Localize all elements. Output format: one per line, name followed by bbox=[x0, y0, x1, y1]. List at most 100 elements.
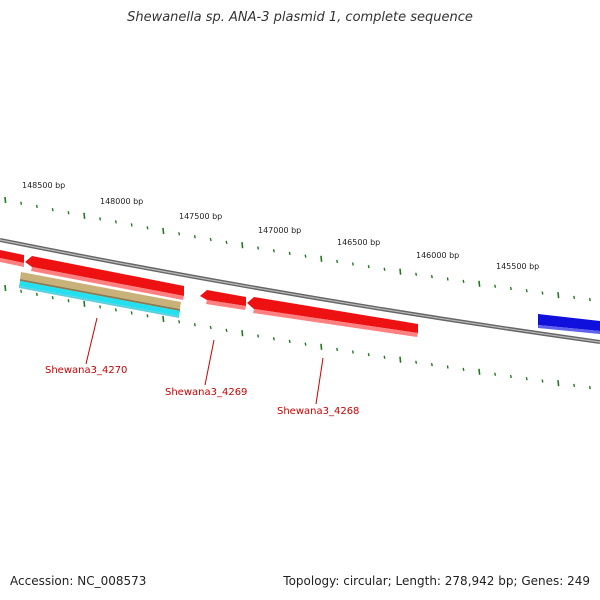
bp-label-148000: 148000 bp bbox=[100, 197, 143, 206]
minor-tick bbox=[541, 379, 544, 383]
minor-tick bbox=[336, 259, 339, 264]
minor-tick bbox=[272, 337, 275, 341]
leader-line-4268 bbox=[315, 357, 324, 405]
minor-tick bbox=[383, 267, 386, 271]
minor-tick bbox=[446, 365, 449, 369]
minor-tick bbox=[146, 226, 149, 230]
major-tick bbox=[399, 356, 402, 363]
bp-label-146000: 146000 bp bbox=[416, 251, 459, 260]
minor-tick bbox=[225, 328, 228, 333]
minor-tick bbox=[225, 240, 228, 245]
inner-tick-row bbox=[4, 284, 591, 390]
minor-tick bbox=[272, 249, 275, 253]
minor-tick bbox=[462, 279, 465, 284]
gene-label-shewana3-4268[interactable]: Shewana3_4268 bbox=[277, 406, 359, 417]
minor-tick bbox=[67, 211, 70, 215]
minor-tick bbox=[146, 314, 149, 318]
minor-tick bbox=[509, 286, 512, 291]
minor-tick bbox=[130, 223, 133, 227]
gene-small-red-arrow[interactable] bbox=[200, 290, 246, 310]
minor-tick bbox=[415, 272, 418, 276]
minor-tick bbox=[257, 246, 260, 250]
minor-tick bbox=[351, 262, 354, 266]
minor-tick bbox=[494, 284, 497, 288]
minor-tick bbox=[20, 201, 23, 205]
major-tick bbox=[162, 227, 165, 234]
minor-tick bbox=[114, 220, 117, 224]
topology-summary: Topology: circular; Length: 278,942 bp; … bbox=[283, 574, 590, 588]
minor-tick bbox=[383, 355, 386, 359]
minor-tick bbox=[130, 311, 133, 315]
minor-tick bbox=[430, 362, 433, 367]
minor-tick bbox=[415, 360, 418, 364]
bp-label-147000: 147000 bp bbox=[258, 226, 301, 235]
major-tick bbox=[83, 300, 86, 307]
minor-tick bbox=[588, 385, 591, 390]
minor-tick bbox=[178, 320, 181, 324]
minor-tick bbox=[35, 204, 38, 209]
minor-tick bbox=[588, 297, 591, 302]
minor-tick bbox=[288, 339, 291, 344]
accession-text: Accession: NC_008573 bbox=[10, 574, 147, 588]
minor-tick bbox=[430, 274, 433, 279]
major-tick bbox=[241, 242, 244, 249]
major-tick bbox=[557, 292, 560, 299]
map-title: Shewanella sp. ANA-3 plasmid 1, complete… bbox=[127, 10, 473, 25]
minor-tick bbox=[209, 325, 212, 330]
minor-tick bbox=[304, 254, 307, 258]
gene-label-shewana3-4269[interactable]: Shewana3_4269 bbox=[165, 387, 247, 398]
minor-tick bbox=[367, 264, 370, 269]
gene-cyan-bar[interactable] bbox=[19, 281, 180, 318]
minor-tick bbox=[257, 334, 260, 338]
leader-line-4269 bbox=[204, 339, 215, 386]
major-tick bbox=[478, 280, 481, 287]
gene-red-shewana3-4268[interactable] bbox=[247, 297, 418, 337]
minor-tick bbox=[367, 352, 370, 357]
minor-tick bbox=[20, 289, 23, 293]
major-tick bbox=[320, 255, 323, 262]
minor-tick bbox=[336, 347, 339, 352]
minor-tick bbox=[304, 342, 307, 346]
minor-tick bbox=[462, 367, 465, 372]
major-tick bbox=[83, 212, 86, 219]
bp-label-147500: 147500 bp bbox=[179, 212, 222, 221]
bp-label-146500: 146500 bp bbox=[337, 238, 380, 247]
major-tick bbox=[4, 284, 7, 292]
minor-tick bbox=[209, 237, 212, 242]
major-tick bbox=[162, 315, 165, 322]
minor-tick bbox=[193, 235, 196, 239]
leader-line-4270 bbox=[85, 317, 98, 365]
major-tick bbox=[557, 380, 560, 387]
minor-tick bbox=[541, 291, 544, 295]
outer-tick-row bbox=[4, 196, 591, 302]
bp-label-148500: 148500 bp bbox=[22, 181, 65, 190]
minor-tick bbox=[446, 277, 449, 281]
minor-tick bbox=[494, 372, 497, 376]
minor-tick bbox=[525, 289, 528, 293]
minor-tick bbox=[525, 377, 528, 381]
gene-left-edge[interactable] bbox=[0, 250, 24, 267]
minor-tick bbox=[51, 295, 54, 300]
backbone-inner bbox=[0, 239, 600, 343]
major-tick bbox=[4, 196, 7, 204]
bp-label-145500: 145500 bp bbox=[496, 262, 539, 271]
minor-tick bbox=[51, 207, 54, 212]
minor-tick bbox=[573, 383, 576, 388]
minor-tick bbox=[114, 308, 117, 312]
gene-tan-bar[interactable] bbox=[20, 272, 181, 311]
major-tick bbox=[399, 268, 402, 275]
minor-tick bbox=[573, 295, 576, 300]
gene-large-red-left[interactable] bbox=[25, 256, 184, 300]
major-tick bbox=[241, 330, 244, 337]
minor-tick bbox=[351, 350, 354, 354]
gene-label-shewana3-4270[interactable]: Shewana3_4270 bbox=[45, 365, 127, 376]
minor-tick bbox=[509, 374, 512, 379]
minor-tick bbox=[99, 217, 102, 221]
gene-blue-right[interactable] bbox=[538, 314, 600, 334]
minor-tick bbox=[178, 232, 181, 236]
major-tick bbox=[320, 343, 323, 350]
major-tick bbox=[478, 368, 481, 375]
minor-tick bbox=[288, 251, 291, 256]
